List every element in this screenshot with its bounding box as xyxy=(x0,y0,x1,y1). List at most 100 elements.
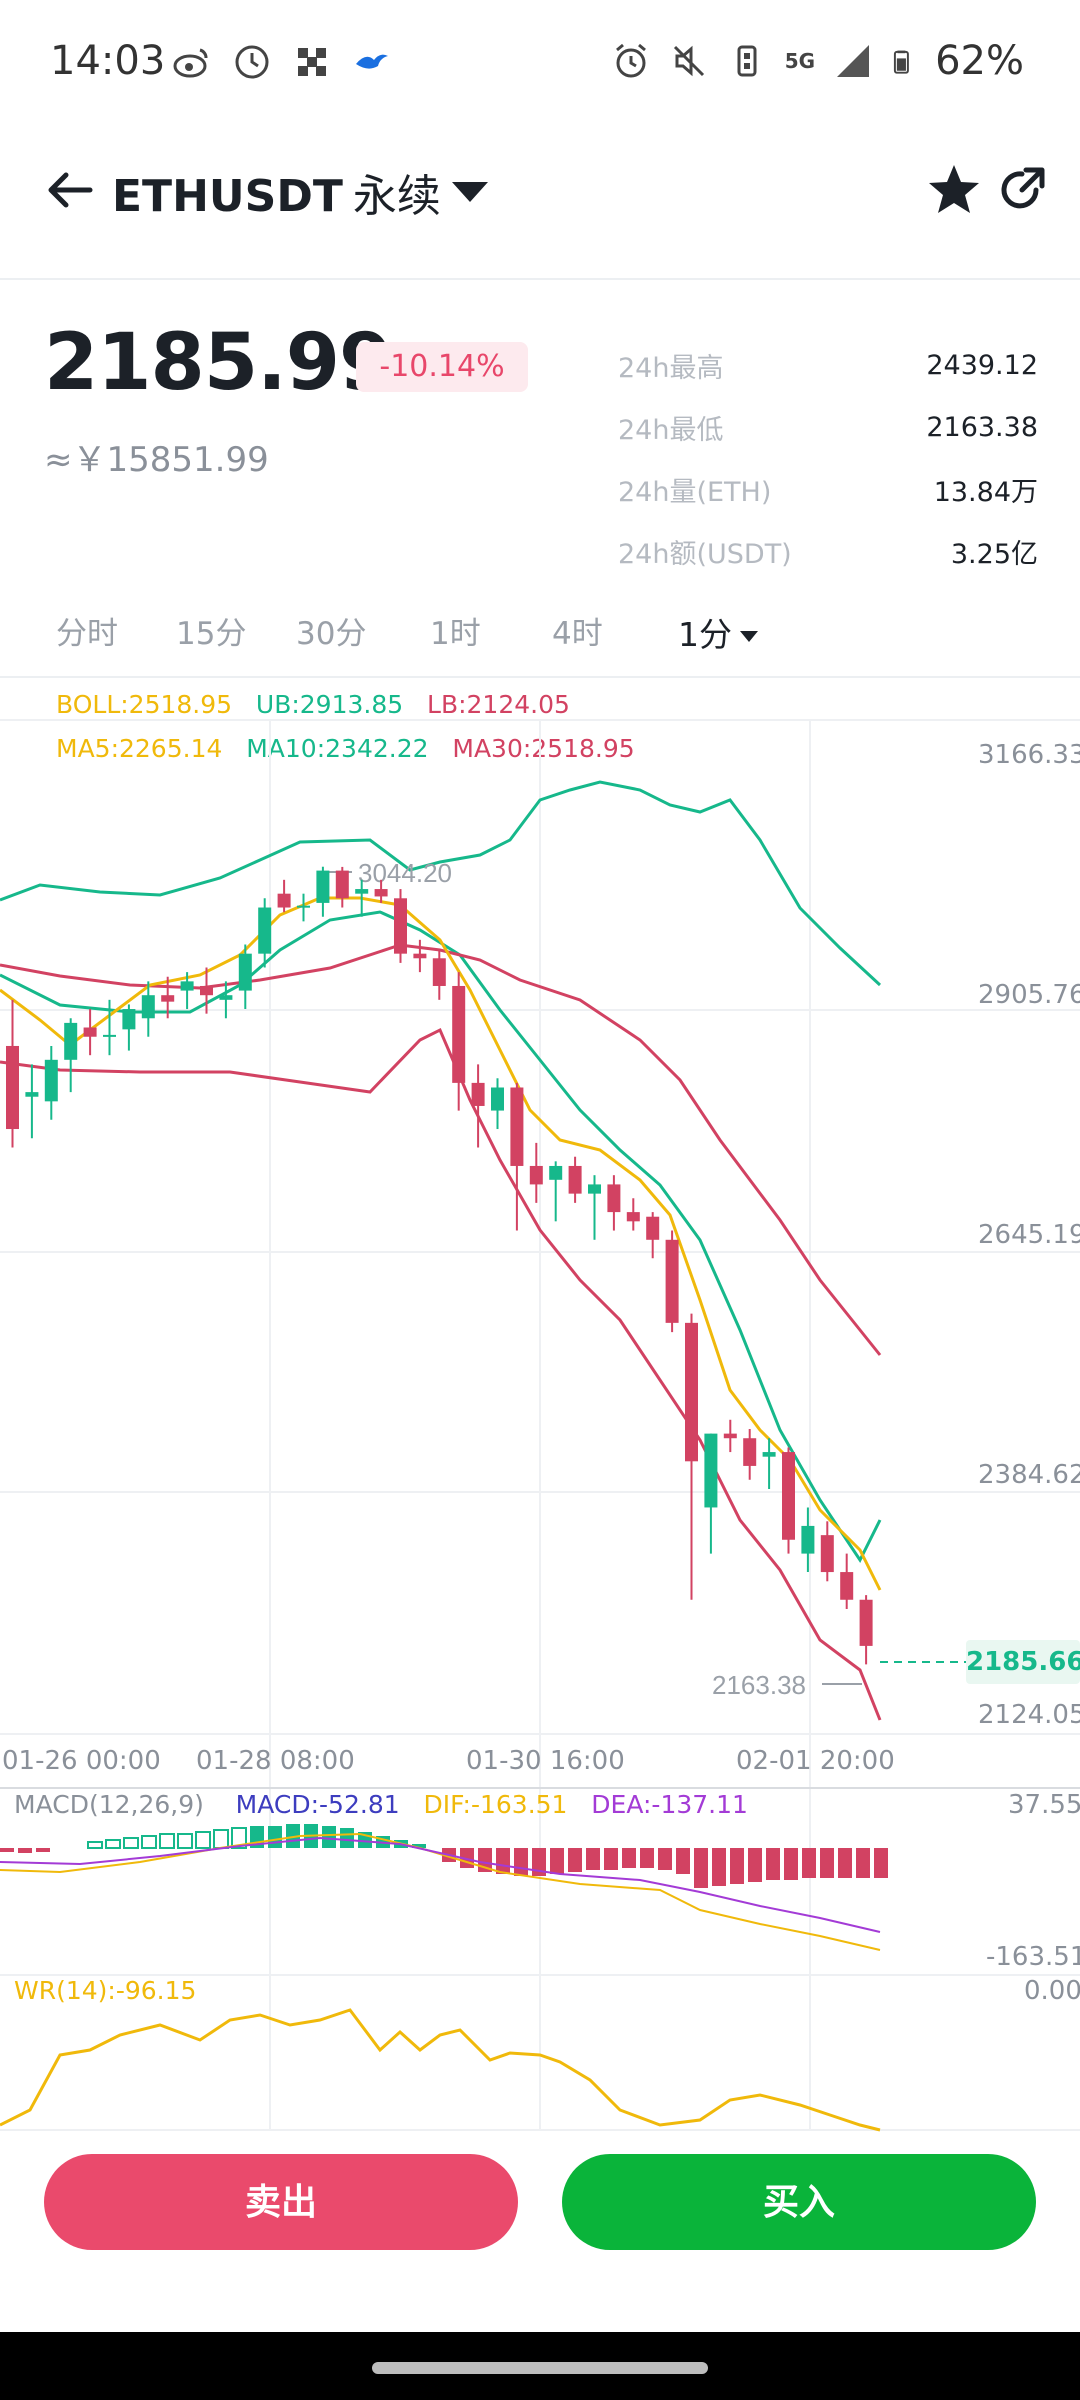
time-tick: 01-26 00:00 xyxy=(2,1746,161,1776)
price-tick: 2124.05 xyxy=(978,1700,1080,1730)
boll-lower-line xyxy=(0,1027,882,1721)
stat-label: 24h额(USDT) xyxy=(618,538,792,570)
macd-tick: -163.51 xyxy=(986,1942,1080,1972)
wr-tick: 0.00 xyxy=(1024,1976,1080,2006)
candle-body xyxy=(491,1087,504,1111)
status-bar: 14:03 5G 62% xyxy=(0,0,1080,120)
caret-down-icon xyxy=(740,631,758,642)
candle-body xyxy=(413,953,427,959)
candle-body xyxy=(723,1433,737,1439)
candle-body xyxy=(665,1239,679,1323)
price-change-badge: -10.14% xyxy=(356,342,528,392)
high-marker-label: 3044.20 xyxy=(358,858,452,888)
pair-header: ETHUSDT 永续 xyxy=(0,130,1080,280)
interval-tabs: 分时 15分 30分 1时 4时 1分 xyxy=(0,600,1080,678)
low-marker-label: 2163.38 xyxy=(712,1670,806,1700)
24h-stats: 24h最高 2439.12 24h最低 2163.38 24h量(ETH) 13.84… xyxy=(618,334,1038,582)
candle-body xyxy=(394,898,407,954)
candle-body xyxy=(64,1022,78,1060)
stat-value: 2163.38 xyxy=(926,411,1038,443)
stat-value: 13.84万 xyxy=(933,476,1038,508)
ma30-value: MA30:2518.95 xyxy=(452,734,635,763)
candle-body xyxy=(782,1452,795,1540)
ma5-value: MA5:2265.14 xyxy=(56,734,223,763)
weibo-icon xyxy=(173,48,208,78)
candle-body xyxy=(122,1009,136,1030)
back-arrow-icon[interactable] xyxy=(40,160,100,220)
battery-percent: 62% xyxy=(935,38,1024,84)
macd-dif-line xyxy=(0,1832,881,1951)
mute-icon xyxy=(673,45,704,77)
candle-body xyxy=(762,1452,776,1457)
buy-button[interactable]: 买入 xyxy=(562,2154,1036,2250)
kline-chart[interactable]: 3044.20 2163.38 xyxy=(0,0,1080,2140)
candle-body xyxy=(510,1087,524,1166)
candle-body xyxy=(44,1059,58,1102)
tab-1m-label: 1分 xyxy=(678,615,732,654)
stat-row: 24h量(ETH) 13.84万 xyxy=(618,458,1038,520)
bird-app-icon xyxy=(356,54,388,69)
macd-title: MACD(12,26,9) xyxy=(14,1790,204,1819)
candle-body xyxy=(588,1184,601,1194)
share-icon[interactable] xyxy=(996,164,1048,216)
candle-body xyxy=(258,907,272,954)
tab-15m[interactable]: 15分 xyxy=(176,616,247,652)
home-indicator[interactable] xyxy=(372,2362,708,2374)
tab-4h[interactable]: 4时 xyxy=(552,616,603,652)
candle-body xyxy=(25,1092,39,1097)
current-price-tag: 2185.66 xyxy=(966,1640,1080,1684)
price-tick: 2384.62 xyxy=(978,1460,1080,1490)
candle-body xyxy=(141,995,155,1019)
sell-button[interactable]: 卖出 xyxy=(44,2154,518,2250)
pair-selector[interactable]: ETHUSDT 永续 xyxy=(112,160,441,224)
tab-30m[interactable]: 30分 xyxy=(296,616,367,652)
boll-legend: BOLL:2518.95 UB:2913.85 LB:2124.05 xyxy=(56,690,570,719)
stat-row: 24h最低 2163.38 xyxy=(618,396,1038,458)
wr-line xyxy=(0,2008,881,2132)
candle-body xyxy=(607,1184,621,1213)
macd-value: MACD:-52.81 xyxy=(235,1790,400,1819)
candle-body xyxy=(840,1572,854,1600)
candle-body xyxy=(335,870,349,899)
stat-value: 3.25亿 xyxy=(950,538,1038,570)
macd-tick: 37.55 xyxy=(1008,1790,1080,1820)
candle-body xyxy=(277,893,291,908)
network-type: 5G xyxy=(784,49,816,73)
stat-row: 24h额(USDT) 3.25亿 xyxy=(618,520,1038,582)
candle-body xyxy=(471,1082,485,1106)
candle-body xyxy=(452,985,466,1083)
stat-label: 24h量(ETH) xyxy=(618,476,772,508)
candle-body xyxy=(646,1216,660,1240)
ma30-line xyxy=(0,943,882,1356)
stat-label: 24h最高 xyxy=(618,352,724,384)
stat-value: 2439.12 xyxy=(926,349,1038,381)
dif-value: DIF:-163.51 xyxy=(423,1790,568,1819)
candle-body xyxy=(6,1045,19,1130)
clock-icon xyxy=(235,45,269,79)
tab-1h[interactable]: 1时 xyxy=(430,616,481,652)
macd-histogram xyxy=(0,1824,888,1888)
status-system-icons: 5G 62% xyxy=(611,38,1024,84)
candle-body xyxy=(180,981,194,991)
candle-body xyxy=(549,1165,563,1180)
wr-value: WR(14):-96.15 xyxy=(14,1976,197,2005)
tab-1m[interactable]: 1分 xyxy=(678,608,758,656)
ub-value: UB:2913.85 xyxy=(255,690,404,719)
star-icon[interactable] xyxy=(924,160,984,220)
time-tick: 01-30 16:00 xyxy=(466,1746,625,1776)
chevron-down-icon[interactable] xyxy=(448,176,492,206)
macd-legend: MACD(12,26,9) MACD:-52.81 DIF:-163.51 DE… xyxy=(14,1790,748,1819)
candle-body xyxy=(859,1599,873,1646)
lb-value: LB:2124.05 xyxy=(427,690,570,719)
candle-body xyxy=(685,1322,698,1462)
wr-legend: WR(14):-96.15 xyxy=(14,1976,196,2005)
vibrate-icon xyxy=(737,45,757,77)
candle-body xyxy=(161,995,175,1002)
last-price: 2185.99 xyxy=(44,318,393,408)
candle-body xyxy=(297,905,310,908)
boll-value: BOLL:2518.95 xyxy=(56,690,233,719)
candle-body xyxy=(432,958,446,986)
candle-body xyxy=(200,985,213,996)
macd-dea-line xyxy=(0,1836,881,1933)
tab-timeline[interactable]: 分时 xyxy=(56,616,118,652)
